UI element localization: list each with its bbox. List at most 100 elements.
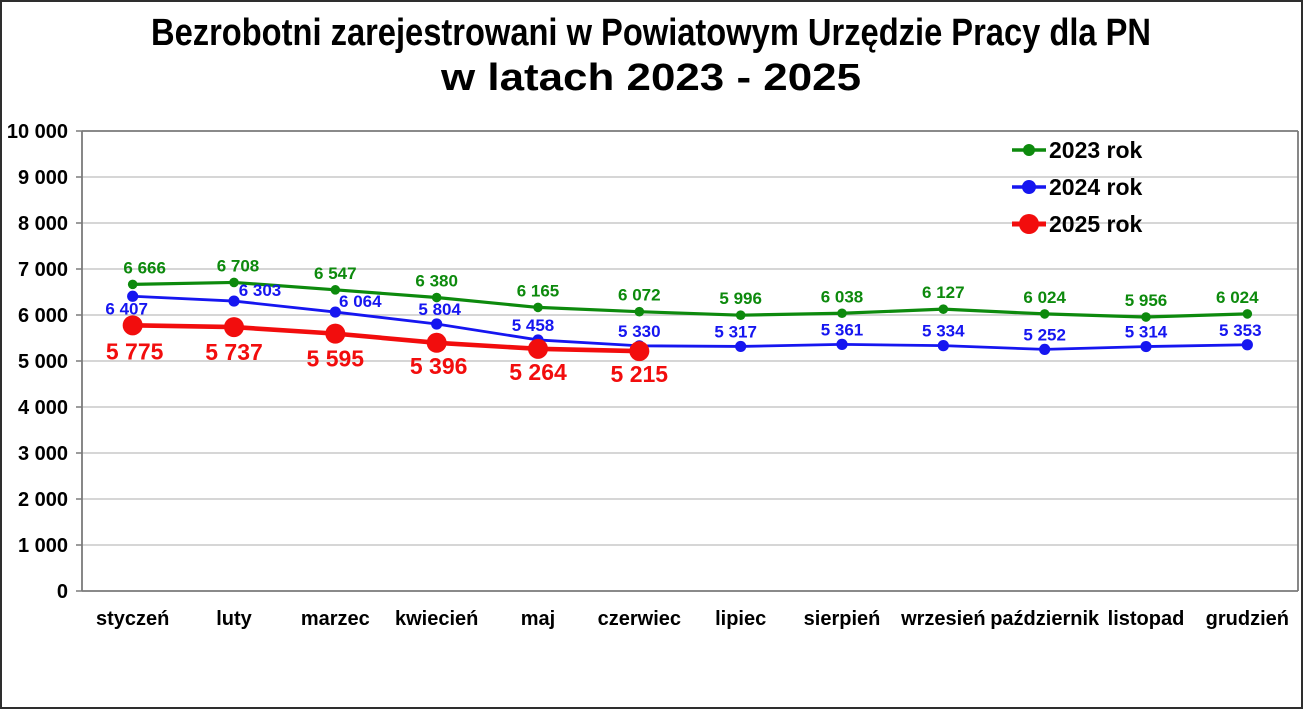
data-label: 5 361 — [821, 320, 864, 339]
data-point — [229, 277, 239, 288]
legend-label-2025: 2025 rok — [1049, 211, 1143, 237]
x-axis-tick-label: czerwiec — [598, 608, 681, 630]
x-axis-tick-label: wrzesień — [900, 608, 985, 630]
legend-item-2025: 2025 rok — [1012, 211, 1143, 237]
data-point — [937, 340, 949, 352]
y-axis-tick-label: 5 000 — [18, 351, 68, 373]
x-axis-tick-label: luty — [216, 608, 252, 630]
data-label: 5 775 — [106, 338, 164, 364]
data-point — [938, 304, 949, 314]
data-label: 6 072 — [618, 286, 661, 305]
plot-area: 0 1 000 2 000 3 000 4 000 5 000 6 000 7 000 8 00… — [7, 121, 1299, 630]
data-label: 6 380 — [415, 272, 458, 291]
data-label: 6 127 — [922, 283, 965, 302]
data-point — [1140, 340, 1152, 353]
x-axis-tick-label: lipiec — [715, 608, 766, 630]
data-point — [735, 310, 746, 320]
data-label: 6 024 — [1023, 288, 1066, 307]
legend-marker-2024-icon — [1022, 180, 1036, 194]
data-label: 6 038 — [821, 287, 864, 306]
y-axis-tick-label: 8 000 — [18, 213, 68, 235]
x-axis-tick-label: listopad — [1108, 608, 1185, 630]
series-line — [131, 280, 1249, 319]
legend: 2023 rok 2024 rok 2025 rok — [1012, 137, 1143, 237]
data-label: 5 595 — [307, 346, 365, 372]
data-point — [330, 285, 341, 295]
y-axis-tick-label: 9 000 — [18, 167, 68, 189]
data-label: 5 996 — [719, 289, 762, 308]
data-label: 5 314 — [1125, 323, 1168, 342]
chart-title-line2: w latach 2023 - 2025 — [440, 57, 861, 99]
y-axis-tick-label: 3 000 — [18, 443, 68, 465]
data-point — [634, 306, 645, 317]
legend-label-2024: 2024 rok — [1049, 174, 1143, 200]
data-point — [325, 323, 346, 344]
data-point — [1241, 339, 1253, 351]
x-axis-tick-label: maj — [521, 608, 555, 630]
data-label: 6 708 — [217, 256, 260, 275]
data-point — [533, 302, 543, 313]
data-point — [224, 317, 244, 338]
legend-item-2024: 2024 rok — [1012, 174, 1143, 200]
data-label: 6 303 — [239, 281, 282, 300]
data-label: 5 264 — [509, 359, 567, 385]
data-label: 5 956 — [1125, 291, 1168, 310]
legend-marker-2023-icon — [1023, 144, 1035, 156]
legend-marker-2025-icon — [1019, 214, 1039, 234]
data-label: 5 252 — [1023, 325, 1066, 344]
data-label: 5 317 — [714, 322, 757, 341]
data-label: 5 334 — [922, 322, 965, 341]
series-2025-rok: 5 775 5 737 5 595 5 396 5 264 5 215 — [106, 315, 668, 387]
series-line — [130, 323, 642, 354]
x-axis-tick-label: sierpień — [804, 608, 881, 630]
data-label: 5 737 — [205, 339, 263, 365]
data-label: 5 215 — [611, 361, 669, 387]
data-point — [528, 338, 548, 359]
data-label: 6 547 — [314, 264, 357, 283]
data-point — [426, 332, 447, 353]
data-label: 6 165 — [517, 281, 560, 300]
x-axis-tick-label: styczeń — [96, 608, 169, 630]
data-label: 5 804 — [418, 300, 461, 319]
data-label: 6 064 — [339, 292, 382, 311]
data-label: 6 407 — [105, 299, 148, 318]
chart-title-line1: Bezrobotni zarejestrowani w Powiatowym U… — [151, 12, 1151, 54]
data-label: 6 666 — [123, 258, 166, 277]
data-point — [431, 318, 443, 330]
data-point — [1039, 309, 1050, 319]
data-point — [228, 295, 240, 307]
y-axis-tick-label: 1 000 — [18, 535, 68, 557]
legend-item-2023: 2023 rok — [1012, 137, 1143, 163]
data-label: 5 396 — [410, 353, 468, 379]
x-axis-tick-label: kwiecień — [395, 608, 478, 630]
x-axis-tick-label: marzec — [301, 608, 370, 630]
data-label: 5 330 — [618, 322, 661, 341]
data-label: 5 458 — [512, 316, 555, 335]
data-point — [431, 292, 442, 303]
x-axis-tick-label: grudzień — [1206, 608, 1289, 630]
y-axis-tick-label: 10 000 — [7, 121, 68, 143]
data-point — [629, 341, 650, 362]
data-point — [127, 290, 139, 302]
y-axis-tick-label: 7 000 — [18, 259, 68, 281]
data-point — [127, 279, 138, 290]
series-2023-rok: 6 666 6 708 6 547 6 380 6 165 6 072 5 996 6 038… — [123, 256, 1259, 322]
data-point — [329, 306, 341, 318]
series-line — [131, 294, 1249, 351]
data-point — [836, 338, 848, 350]
data-point — [735, 340, 747, 353]
data-label: 6 024 — [1216, 288, 1259, 307]
x-axis-tick-label: październik — [990, 608, 1100, 630]
y-axis-tick-label: 6 000 — [18, 305, 68, 327]
data-point — [1039, 343, 1051, 356]
legend-label-2023: 2023 rok — [1049, 137, 1143, 163]
y-axis-tick-label: 2 000 — [18, 489, 68, 511]
data-point — [122, 315, 143, 336]
series-2024-rok: 6 407 6 303 6 064 5 804 5 458 5 330 5 317 5 361… — [105, 281, 1262, 356]
data-point — [1242, 309, 1253, 319]
data-label: 5 353 — [1219, 321, 1262, 340]
y-axis-tick-label: 0 — [57, 581, 68, 603]
data-point — [837, 308, 847, 319]
